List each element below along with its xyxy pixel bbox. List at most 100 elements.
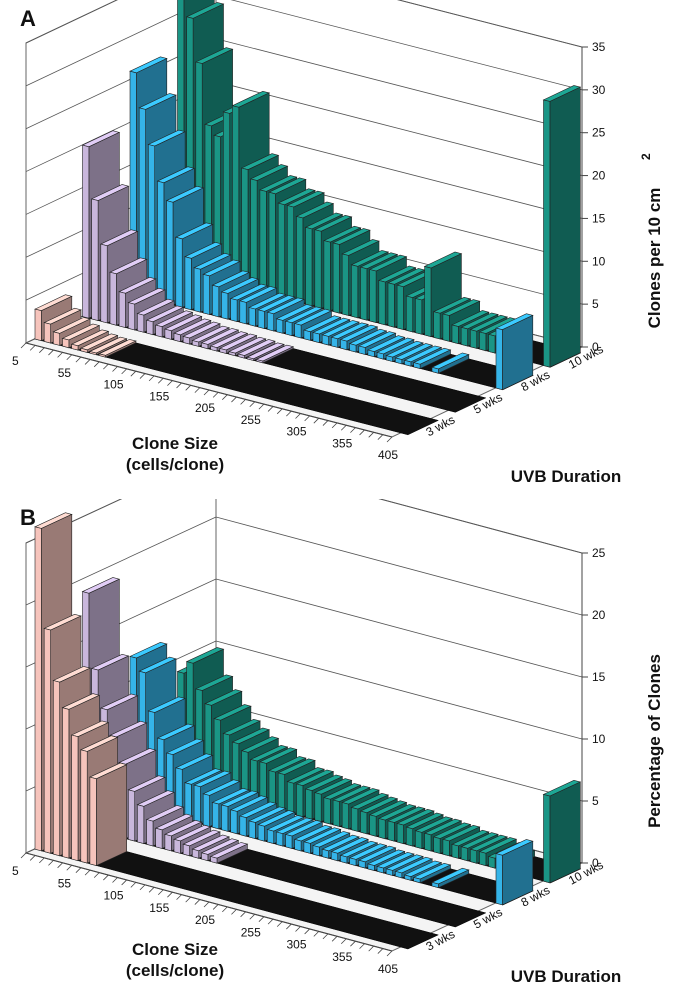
bar [182, 843, 190, 857]
bar [202, 793, 210, 827]
bar [239, 300, 247, 325]
x-tick-mark [276, 921, 283, 927]
bar [237, 353, 245, 359]
y-tick-label: 20 [592, 169, 606, 183]
bar [378, 818, 386, 840]
x-tick-mark [112, 366, 118, 372]
bar [294, 323, 302, 339]
x-tick-label: 155 [149, 901, 169, 915]
bar [330, 851, 339, 862]
x-axis-title: (cells/clone) [126, 455, 224, 474]
bar [277, 772, 285, 813]
x-tick-mark [249, 913, 256, 920]
y-tick-label: 15 [592, 670, 606, 684]
bar [321, 848, 329, 859]
x-tick-mark [29, 345, 36, 351]
bar [221, 804, 229, 832]
y-tick-label: 0 [592, 856, 599, 870]
x-tick-mark [112, 877, 118, 883]
x-tick-label: 305 [287, 938, 307, 952]
bar [332, 799, 340, 827]
x-tick-mark [20, 852, 27, 859]
x-tick-mark [66, 864, 73, 871]
bar [276, 318, 284, 334]
bar-side [549, 86, 581, 368]
x-tick-label: 55 [58, 366, 72, 380]
x-tick-mark [157, 889, 164, 896]
bar [396, 284, 404, 330]
x-tick-label: 255 [241, 925, 261, 939]
bar [137, 804, 145, 844]
bar [210, 856, 218, 864]
y-axis-superscript: 2 [639, 153, 653, 160]
x-tick-label: 5 [12, 354, 19, 368]
bar [250, 178, 258, 293]
x-tick-mark [286, 410, 292, 417]
bar [128, 302, 135, 331]
x-tick-mark [340, 938, 347, 945]
bar [413, 877, 421, 884]
bar [248, 820, 256, 840]
panel-label: B [20, 505, 36, 530]
x-tick-mark [194, 899, 201, 905]
bar [201, 852, 209, 862]
bar [387, 282, 395, 328]
x-tick-mark [276, 408, 283, 415]
bar [396, 823, 404, 845]
y-axis-title: Percentage of Clones [645, 654, 664, 828]
bar [296, 783, 304, 818]
x-tick-mark [295, 926, 301, 932]
x-tick-mark [57, 862, 63, 869]
bar [305, 226, 313, 307]
x-tick-mark [231, 909, 237, 915]
bar [89, 351, 97, 356]
x-tick-mark [386, 436, 393, 443]
bar [358, 859, 366, 869]
bar [433, 836, 441, 854]
x-tick-mark [313, 417, 320, 424]
y-tick-label: 5 [592, 794, 599, 808]
x-tick-label: 5 [12, 864, 19, 878]
bar [341, 253, 349, 316]
x-tick-mark [167, 891, 173, 898]
bar [43, 322, 51, 344]
bar [442, 838, 450, 857]
x-tick-mark [359, 943, 365, 949]
bar [182, 336, 190, 345]
x-tick-mark [121, 879, 127, 886]
bar [164, 833, 172, 852]
bar [543, 794, 551, 884]
bar [212, 802, 220, 830]
x-tick-mark [103, 363, 109, 370]
x-tick-mark [29, 855, 36, 861]
bar [340, 854, 348, 864]
x-tick-mark [386, 950, 393, 957]
bar [332, 242, 340, 314]
bar [80, 347, 88, 353]
x-tick-mark [148, 375, 155, 382]
bar [193, 784, 201, 825]
x-tick-mark [322, 420, 329, 426]
bar [323, 797, 331, 825]
bar [303, 841, 311, 854]
bar [369, 269, 377, 323]
bar [89, 776, 97, 866]
bar [173, 838, 181, 854]
bar [175, 236, 183, 308]
bar [433, 311, 441, 340]
y-tick-label: 20 [592, 608, 606, 622]
bar [286, 781, 295, 815]
x-axis-title: Clone Size [132, 940, 218, 959]
x-tick-mark [48, 349, 54, 356]
bar [109, 271, 117, 326]
depth-axis-title: UVB Duration [511, 467, 622, 486]
bar [219, 348, 227, 354]
bar [314, 792, 322, 822]
bar [385, 355, 393, 362]
x-tick-mark [66, 354, 73, 361]
bar [360, 810, 368, 835]
x-tick-mark [222, 394, 228, 400]
bar [221, 291, 229, 320]
gridline-back [215, 38, 583, 134]
